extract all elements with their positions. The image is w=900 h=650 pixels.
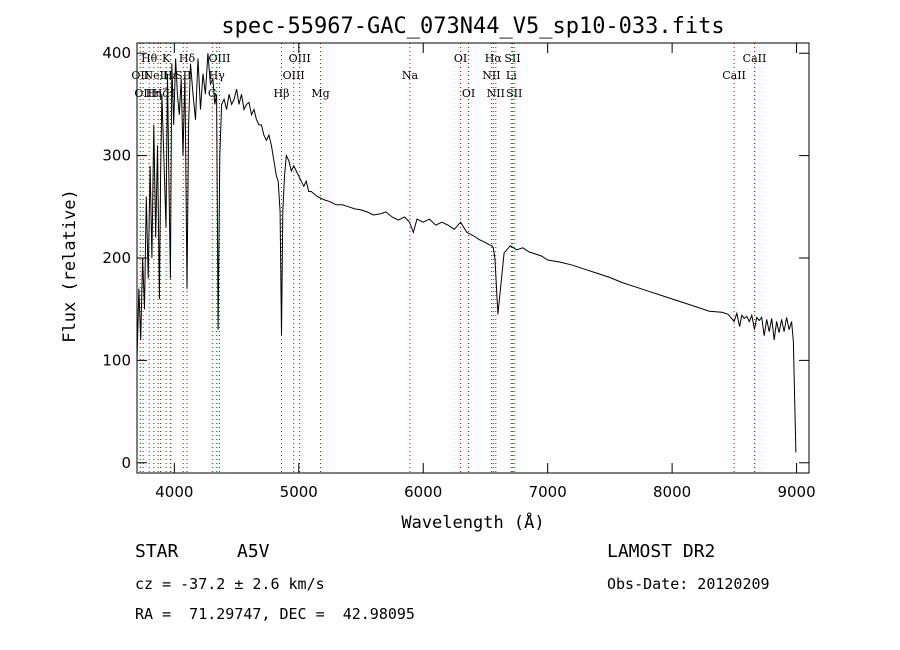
y-tick-label-4: 400 — [102, 44, 131, 62]
x-tick-label-4: 8000 — [653, 483, 691, 501]
line-label-10: Hδ — [179, 52, 196, 65]
survey-name: LAMOST DR2 — [607, 541, 716, 562]
y-tick-label-2: 200 — [102, 249, 131, 267]
line-label-13: OIII — [208, 52, 230, 65]
line-label-27: CaII — [722, 69, 746, 82]
spectrum-series-line — [136, 53, 797, 453]
line-label-12: Hγ — [209, 69, 226, 82]
observation-date: Obs-Date: 20120209 — [607, 575, 770, 593]
x-tick-label-1: 5000 — [280, 483, 318, 501]
line-label-20: OI — [462, 87, 475, 100]
spectral-line-markers — [139, 43, 755, 473]
redshift-readout: cz = -37.2 ± 2.6 km/s — [135, 575, 325, 593]
line-label-3: Hη — [146, 87, 162, 100]
line-label-19: OI — [454, 52, 467, 65]
line-label-22: Hα — [485, 52, 503, 65]
line-label-1: OII — [134, 87, 152, 100]
line-label-18: Na — [402, 69, 419, 82]
object-subclass: A5V — [237, 541, 270, 562]
x-axis-title: Wavelength (Å) — [401, 511, 544, 533]
x-tick-label-5: 9000 — [777, 483, 815, 501]
line-label-17: Mg — [311, 87, 329, 100]
line-label-21: NII — [482, 69, 500, 82]
line-label-25: SII — [504, 52, 520, 65]
line-label-15: OIII — [283, 69, 305, 82]
line-label-14: Hβ — [274, 87, 290, 100]
y-axis-title: Flux (relative) — [60, 189, 80, 343]
line-label-0: OII — [131, 69, 149, 82]
line-label-26: SII — [506, 87, 522, 100]
x-tick-label-2: 6000 — [404, 483, 442, 501]
coordinates-readout: RA = 71.29747, DEC = 42.98095 — [135, 605, 415, 623]
line-label-5: Hζ — [153, 87, 169, 100]
y-tick-label-1: 100 — [102, 351, 131, 369]
line-label-23: NII — [487, 87, 505, 100]
y-tick-label-3: 300 — [102, 147, 131, 165]
y-tick-label-0: 0 — [121, 454, 131, 472]
y-axis-ticks: 0 100 200 300 400 — [102, 44, 809, 472]
line-label-4: NeIII — [143, 69, 172, 82]
plot-frame — [136, 42, 810, 474]
x-tick-label-3: 7000 — [529, 483, 567, 501]
chart-title: spec-55967-GAC_073N44_V5_sp10-033.fits — [221, 14, 724, 39]
line-label-6: K — [162, 52, 171, 65]
line-label-16: OIII — [289, 52, 311, 65]
x-axis-ticks: 4000 5000 6000 7000 8000 9000 — [155, 43, 816, 501]
line-label-9: SII — [175, 69, 191, 82]
line-label-28: CaII — [743, 52, 767, 65]
line-label-2: Hθ — [141, 52, 158, 65]
spectral-line-labels: OIIOIIHθHηNeIIIHζKHHεSIIHδGHγOIIIHβOIIIO… — [131, 52, 766, 100]
line-label-24: Li — [506, 69, 517, 82]
line-label-11: G — [208, 87, 217, 100]
object-class: STAR — [135, 541, 179, 562]
x-tick-label-0: 4000 — [155, 483, 193, 501]
line-label-7: H — [166, 87, 176, 100]
